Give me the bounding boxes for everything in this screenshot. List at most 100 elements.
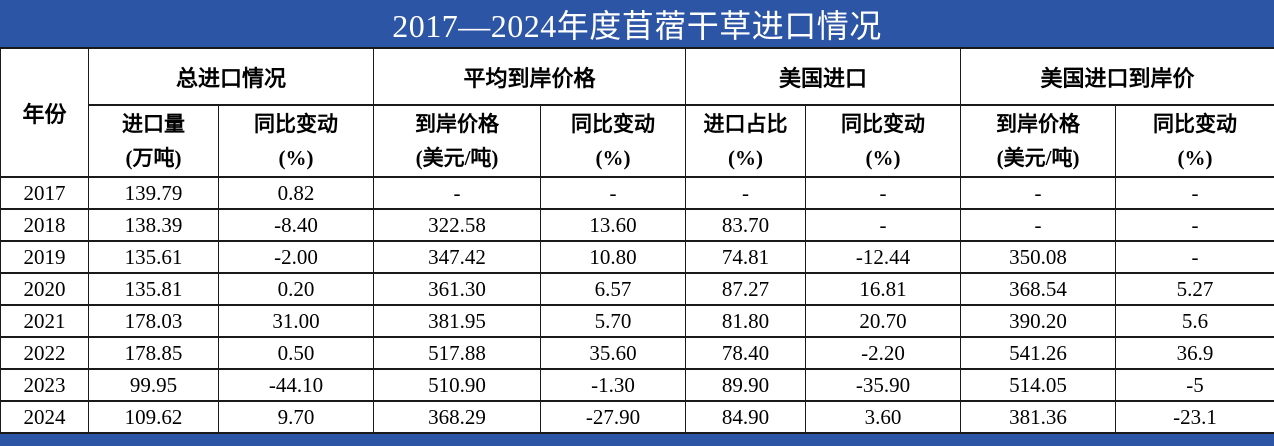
column-header-line1: 同比变动: [841, 111, 926, 136]
year-cell: 2024: [0, 400, 89, 434]
data-cell: -: [1115, 240, 1274, 274]
data-cell: 5.27: [1115, 272, 1274, 306]
table-body: 2017 139.79 0.82- - - - - - 2018 138.39 -8.40 322.…: [0, 176, 1274, 434]
data-cell: -: [685, 176, 807, 210]
column-header-unit: (美元/吨): [996, 146, 1080, 170]
table-row: 2018 138.39 -8.40 322.58 13.60 83.70- - -: [0, 208, 1274, 242]
column-header-import-qty: 进口量 (万吨): [88, 104, 219, 178]
data-cell: 3.60: [805, 400, 962, 434]
import-table: 年份 总进口情况 平均到岸价格 美国进口 美国进口到岸价 进口量 (万吨) 同比变…: [0, 47, 1274, 434]
data-cell: -35.90: [805, 368, 962, 402]
data-cell: 0.50: [217, 336, 375, 370]
data-cell: 0.20: [217, 272, 375, 306]
data-cell: 347.42: [373, 240, 542, 274]
data-cell: -5: [1115, 368, 1274, 402]
table-row: 2020 135.81 0.20 361.30 6.57 87.27 16.81 368.54…: [0, 272, 1274, 306]
data-cell: 139.79: [88, 176, 219, 210]
data-cell: 87.27: [685, 272, 807, 306]
column-header-qty-yoy: 同比变动 (%): [217, 104, 375, 178]
data-cell: 510.90: [373, 368, 542, 402]
data-cell: 390.20: [960, 304, 1117, 338]
column-header-unit: (%): [278, 146, 314, 170]
column-header-line1: 到岸价格: [415, 111, 500, 136]
data-cell: 368.54: [960, 272, 1117, 306]
data-cell: 83.70: [685, 208, 807, 242]
column-header-unit: (%): [865, 146, 901, 170]
data-cell: -8.40: [217, 208, 375, 242]
column-header-line1: 到岸价格: [996, 111, 1081, 136]
column-header-line1: 同比变动: [1153, 111, 1238, 136]
data-cell: 10.80: [540, 240, 687, 274]
group-header-avg-cif-price: 平均到岸价格: [373, 47, 687, 106]
data-cell: -: [960, 208, 1117, 242]
year-cell: 2019: [0, 240, 89, 274]
data-cell: 31.00: [217, 304, 375, 338]
data-cell: 20.70: [805, 304, 962, 338]
table-row: 2023 99.95 -44.10 510.90 -1.30 89.90 -35.90 514…: [0, 368, 1274, 402]
data-cell: -44.10: [217, 368, 375, 402]
column-header-us-cif-yoy: 同比变动 (%): [1115, 104, 1274, 178]
data-cell: 322.58: [373, 208, 542, 242]
data-cell: 361.30: [373, 272, 542, 306]
data-cell: 13.60: [540, 208, 687, 242]
column-header-line1: 进口占比: [703, 111, 788, 136]
data-cell: -2.00: [217, 240, 375, 274]
table-row: 2024 109.62 9.70 368.29 -27.90 84.90 3.60 381.3…: [0, 400, 1274, 434]
data-cell: -: [373, 176, 542, 210]
data-cell: -1.30: [540, 368, 687, 402]
data-cell: -: [540, 176, 687, 210]
data-cell: 6.57: [540, 272, 687, 306]
data-cell: 84.90: [685, 400, 807, 434]
data-cell: -27.90: [540, 400, 687, 434]
data-cell: 9.70: [217, 400, 375, 434]
data-cell: 89.90: [685, 368, 807, 402]
group-header-us-import-cif: 美国进口到岸价: [960, 47, 1274, 106]
table-row: 2017 139.79 0.82- - - - - -: [0, 176, 1274, 210]
year-cell: 2022: [0, 336, 89, 370]
data-cell: -: [805, 176, 962, 210]
column-header-cif-yoy: 同比变动 (%): [540, 104, 687, 178]
data-cell: 178.85: [88, 336, 219, 370]
column-header-us-share: 进口占比 (%): [685, 104, 807, 178]
figure-title: 2017—2024年度苜蓿干草进口情况: [392, 7, 882, 44]
sub-header-row: 进口量 (万吨) 同比变动 (%) 到岸价格 (美元/吨) 同比变动 (%) 进口占比 (…: [1, 104, 1274, 178]
column-header-line1: 进口量: [122, 111, 185, 136]
column-header-unit: (%): [1177, 146, 1213, 170]
table-header: 年份 总进口情况 平均到岸价格 美国进口 美国进口到岸价 进口量 (万吨) 同比变…: [0, 47, 1274, 178]
data-cell: -: [1115, 176, 1274, 210]
column-header-unit: (美元/吨): [415, 146, 499, 170]
year-cell: 2018: [0, 208, 89, 242]
column-header-cif-price: 到岸价格 (美元/吨): [373, 104, 542, 178]
data-cell: -: [960, 176, 1117, 210]
group-header-total-import: 总进口情况: [87, 47, 375, 106]
year-cell: 2023: [0, 368, 89, 402]
table-row: 2019 135.61 -2.00 347.42 10.80 74.81 -12.44 350…: [0, 240, 1274, 274]
figure-title-bar: 2017—2024年度苜蓿干草进口情况: [0, 0, 1274, 47]
data-cell: -12.44: [805, 240, 962, 274]
data-cell: 135.81: [88, 272, 219, 306]
table-row: 2022 178.85 0.50 517.88 35.60 78.40 -2.20 541.2…: [0, 336, 1274, 370]
column-header-us-share-yoy: 同比变动 (%): [805, 104, 962, 178]
year-column-header: 年份: [0, 47, 89, 178]
data-cell: 36.9: [1115, 336, 1274, 370]
column-header-unit: (%): [728, 146, 764, 170]
year-cell: 2017: [0, 176, 89, 210]
data-cell: 16.81: [805, 272, 962, 306]
year-cell: 2020: [0, 272, 89, 306]
column-header-us-cif-price: 到岸价格 (美元/吨): [960, 104, 1117, 178]
data-cell: -: [1115, 208, 1274, 242]
group-header-us-import: 美国进口: [685, 47, 962, 106]
data-cell: 35.60: [540, 336, 687, 370]
data-cell: 99.95: [88, 368, 219, 402]
data-cell: 74.81: [685, 240, 807, 274]
data-cell: 517.88: [373, 336, 542, 370]
data-cell: 0.82: [217, 176, 375, 210]
year-cell: 2021: [0, 304, 89, 338]
data-cell: 109.62: [88, 400, 219, 434]
data-cell: 81.80: [685, 304, 807, 338]
data-cell: 78.40: [685, 336, 807, 370]
column-header-unit: (万吨): [125, 146, 182, 170]
data-cell: 178.03: [88, 304, 219, 338]
data-cell: 381.95: [373, 304, 542, 338]
column-header-line1: 同比变动: [571, 111, 656, 136]
